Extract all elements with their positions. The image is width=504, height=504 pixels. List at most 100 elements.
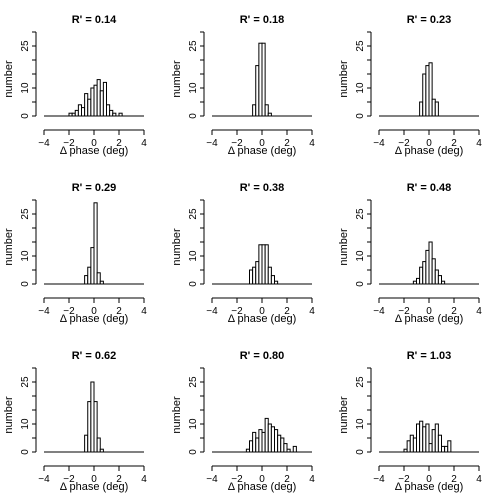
histogram-bar [425,423,430,453]
x-tick-label: −4 [206,474,218,485]
y-tick-label: 0 [20,281,31,287]
x-tick-label: 4 [476,306,482,317]
y-tick-label: 10 [188,82,199,94]
y-axis-title: number [171,396,183,434]
panel-title: R' = 0.18 [240,14,285,26]
y-tick-label: 0 [188,113,199,119]
y-axis-title: number [338,396,350,434]
y-tick-label: 0 [355,281,366,287]
x-axis-title: Δ phase (deg) [395,145,464,157]
histogram-bar [437,434,442,453]
histogram-bar [96,272,101,285]
x-tick-label: 2 [284,474,290,485]
y-tick-label: 0 [355,113,366,119]
y-tick-label: 25 [20,208,31,220]
x-tick-label: −2 [398,306,410,317]
x-axis-title: Δ phase (deg) [60,145,129,157]
y-tick-label: 0 [20,449,31,455]
x-tick-label: 4 [309,474,315,485]
x-axis-title: Δ phase (deg) [60,313,129,325]
x-tick-label: 2 [116,138,122,149]
y-tick-label: 0 [355,449,366,455]
histogram-bar [437,275,442,285]
x-tick-label: 4 [141,306,147,317]
x-tick-label: −4 [38,138,50,149]
y-tick-label: 25 [188,40,199,52]
x-tick-label: −4 [38,474,50,485]
y-tick-label: 0 [188,281,199,287]
x-tick-label: 0 [259,474,265,485]
histogram-bar [93,401,98,453]
x-tick-label: 0 [426,474,432,485]
y-tick-label: 10 [188,250,199,262]
histogram-bar [267,112,272,117]
y-tick-label: 25 [20,40,31,52]
histogram-bar [261,42,266,117]
x-tick-label: 0 [259,306,265,317]
y-tick-label: 25 [355,208,366,220]
x-axis-title: Δ phase (deg) [395,313,464,325]
y-tick-label: 25 [20,376,31,388]
panel-title: R' = 0.62 [72,350,117,362]
x-tick-label: −2 [63,474,75,485]
x-axis-title: Δ phase (deg) [228,481,297,493]
x-tick-label: 0 [426,138,432,149]
histogram-bar [99,280,104,285]
x-tick-label: −2 [63,306,75,317]
y-axis-title: number [338,60,350,98]
x-tick-label: 4 [141,474,147,485]
y-tick-label: 0 [188,449,199,455]
x-tick-label: 2 [451,474,457,485]
histogram-bar [447,440,452,453]
histogram-bar [441,280,446,285]
y-axis-title: number [3,60,15,98]
x-tick-label: −2 [231,306,243,317]
histogram-bar [264,244,269,285]
y-axis-title: number [338,228,350,266]
panel-title: R' = 0.80 [240,350,285,362]
y-tick-label: 10 [355,82,366,94]
x-axis-title: Δ phase (deg) [228,313,297,325]
x-tick-label: 0 [91,474,97,485]
histogram-bar [264,104,269,117]
panel-title: R' = 0.23 [407,14,452,26]
x-tick-label: −2 [398,474,410,485]
x-tick-label: 0 [426,306,432,317]
y-tick-label: 10 [20,418,31,430]
x-tick-label: 0 [91,138,97,149]
y-tick-label: 10 [20,82,31,94]
x-axis-title: Δ phase (deg) [395,481,464,493]
histogram-bar [434,101,439,117]
x-axis-title: Δ phase (deg) [60,481,129,493]
x-tick-label: −4 [373,474,385,485]
x-tick-label: 0 [259,138,265,149]
x-tick-label: 2 [451,138,457,149]
histogram-bar [292,445,297,453]
histogram-bar [99,448,104,453]
x-tick-label: −2 [398,138,410,149]
y-tick-label: 10 [188,418,199,430]
histogram-bar [270,275,275,285]
panel-title: R' = 1.03 [407,350,452,362]
x-axis-title: Δ phase (deg) [228,145,297,157]
y-tick-label: 0 [20,113,31,119]
x-tick-label: 4 [476,474,482,485]
x-tick-label: −2 [63,138,75,149]
x-tick-label: 2 [284,138,290,149]
y-axis-title: number [3,228,15,266]
y-tick-label: 10 [355,250,366,262]
y-axis-title: number [171,60,183,98]
x-tick-label: −2 [231,474,243,485]
panel-title: R' = 0.29 [72,182,117,194]
panel-title: R' = 0.14 [72,14,117,26]
y-axis-title: number [171,228,183,266]
histogram-bar [428,62,433,117]
